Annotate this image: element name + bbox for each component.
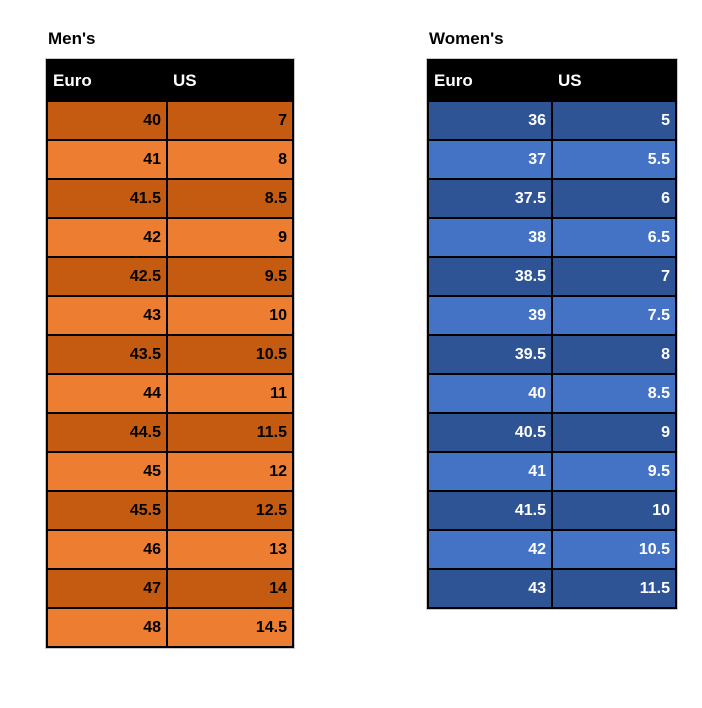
us-size-cell: 5.5 [551,139,677,180]
euro-size-cell: 41 [46,139,168,180]
us-size-cell: 10 [551,490,677,531]
size-row: 37.5 6 [427,178,677,219]
womens-table-title: Women's [429,29,504,48]
us-size-cell: 8 [166,139,294,180]
euro-size-cell: 43 [46,295,168,336]
euro-size-cell: 47 [46,568,168,609]
euro-size-cell: 43.5 [46,334,168,375]
size-row: 43 10 [46,295,294,336]
size-row: 44 11 [46,373,294,414]
euro-size-cell: 44 [46,373,168,414]
size-row: 40 7 [46,100,294,141]
us-size-cell: 5 [551,100,677,141]
us-size-cell: 14 [166,568,294,609]
womens-us-column-header: US [551,59,677,102]
size-row: 39.5 8 [427,334,677,375]
euro-size-cell: 37 [427,139,553,180]
us-size-cell: 8.5 [166,178,294,219]
womens-header-row: Euro US [427,59,677,102]
us-size-cell: 9.5 [166,256,294,297]
womens-conversion-table: Euro US 36 5 37 5.5 37.5 6 38 6.5 38.5 7 39 7.5 39.5… [426,58,678,610]
euro-size-cell: 45.5 [46,490,168,531]
us-size-cell: 11 [166,373,294,414]
womens-table-body: 36 5 37 5.5 37.5 6 38 6.5 38.5 7 39 7.5 39.5 8 40 8.5 40… [427,100,677,609]
size-row: 45 12 [46,451,294,492]
womens-euro-column-header: Euro [427,59,553,102]
us-size-cell: 7.5 [551,295,677,336]
euro-size-cell: 41 [427,451,553,492]
size-row: 40 8.5 [427,373,677,414]
size-row: 47 14 [46,568,294,609]
mens-size-table-section: Men's Euro US 40 7 41 8 41.5 8.5 42 9 42.5 9.5 43 1… [45,29,295,649]
euro-size-cell: 46 [46,529,168,570]
us-size-cell: 9 [166,217,294,258]
size-row: 42 10.5 [427,529,677,570]
us-size-cell: 8.5 [551,373,677,414]
size-row: 40.5 9 [427,412,677,453]
us-size-cell: 7 [166,100,294,141]
euro-size-cell: 45 [46,451,168,492]
mens-table-body: 40 7 41 8 41.5 8.5 42 9 42.5 9.5 43 10 43.5 10.5 44 11 4… [46,100,294,648]
euro-size-cell: 44.5 [46,412,168,453]
mens-table-title: Men's [48,29,96,48]
womens-size-table-section: Women's Euro US 36 5 37 5.5 37.5 6 38 6.5 38.5 7 3… [426,29,678,610]
size-row: 42 9 [46,217,294,258]
us-size-cell: 9 [551,412,677,453]
us-size-cell: 12 [166,451,294,492]
euro-size-cell: 40.5 [427,412,553,453]
us-size-cell: 10 [166,295,294,336]
mens-header-row: Euro US [46,59,294,102]
euro-size-cell: 37.5 [427,178,553,219]
us-size-cell: 14.5 [166,607,294,648]
euro-size-cell: 39.5 [427,334,553,375]
us-size-cell: 13 [166,529,294,570]
us-size-cell: 6 [551,178,677,219]
mens-conversion-table: Euro US 40 7 41 8 41.5 8.5 42 9 42.5 9.5 43 10 43.5 1… [45,58,295,649]
euro-size-cell: 40 [46,100,168,141]
mens-us-column-header: US [166,59,294,102]
size-row: 38 6.5 [427,217,677,258]
us-size-cell: 10.5 [166,334,294,375]
euro-size-cell: 41.5 [427,490,553,531]
size-row: 44.5 11.5 [46,412,294,453]
size-row: 42.5 9.5 [46,256,294,297]
size-row: 41.5 10 [427,490,677,531]
size-row: 41 9.5 [427,451,677,492]
euro-size-cell: 48 [46,607,168,648]
us-size-cell: 12.5 [166,490,294,531]
mens-euro-column-header: Euro [46,59,168,102]
euro-size-cell: 39 [427,295,553,336]
euro-size-cell: 42.5 [46,256,168,297]
us-size-cell: 11.5 [166,412,294,453]
us-size-cell: 7 [551,256,677,297]
us-size-cell: 11.5 [551,568,677,609]
euro-size-cell: 42 [427,529,553,570]
size-row: 43 11.5 [427,568,677,609]
size-row: 41.5 8.5 [46,178,294,219]
euro-size-cell: 42 [46,217,168,258]
euro-size-cell: 38.5 [427,256,553,297]
size-row: 37 5.5 [427,139,677,180]
size-row: 39 7.5 [427,295,677,336]
us-size-cell: 8 [551,334,677,375]
euro-size-cell: 41.5 [46,178,168,219]
size-row: 48 14.5 [46,607,294,648]
euro-size-cell: 38 [427,217,553,258]
size-row: 45.5 12.5 [46,490,294,531]
euro-size-cell: 36 [427,100,553,141]
size-row: 46 13 [46,529,294,570]
size-row: 36 5 [427,100,677,141]
us-size-cell: 10.5 [551,529,677,570]
size-row: 41 8 [46,139,294,180]
us-size-cell: 9.5 [551,451,677,492]
us-size-cell: 6.5 [551,217,677,258]
size-row: 38.5 7 [427,256,677,297]
euro-size-cell: 43 [427,568,553,609]
size-row: 43.5 10.5 [46,334,294,375]
euro-size-cell: 40 [427,373,553,414]
